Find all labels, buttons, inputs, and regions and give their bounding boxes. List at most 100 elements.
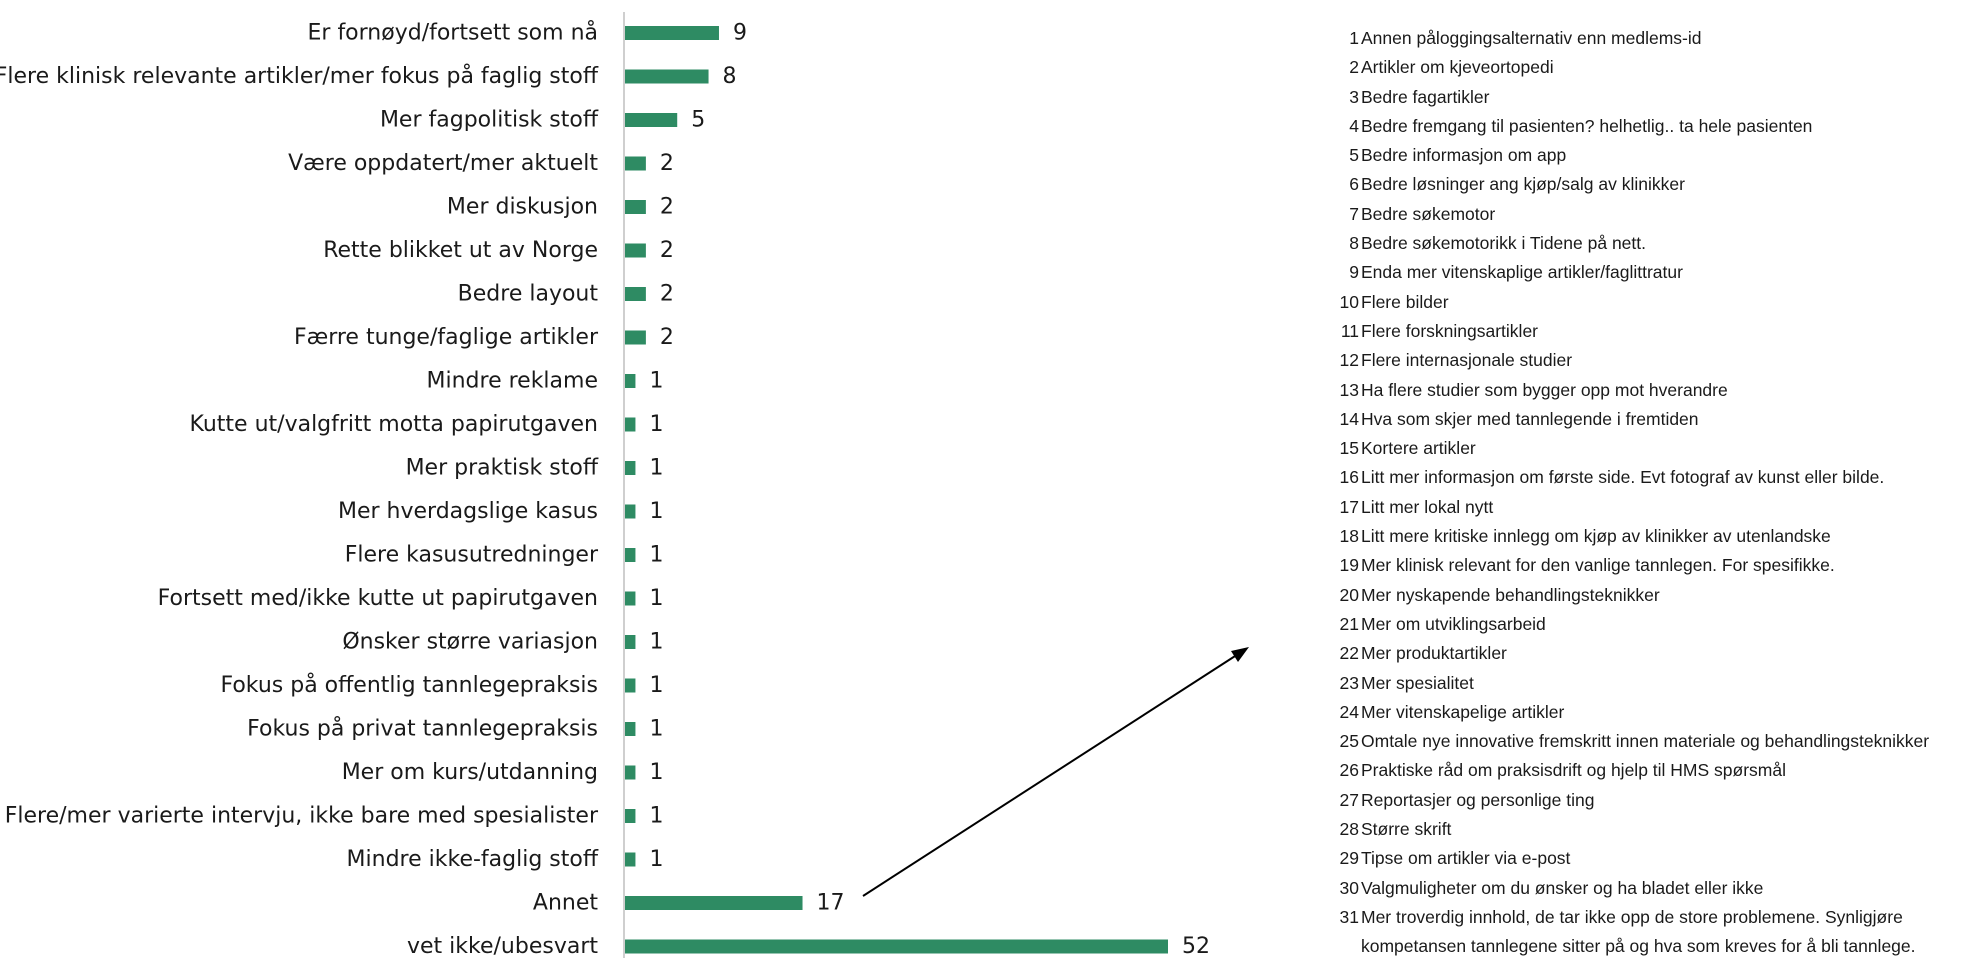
- bar: [625, 765, 636, 780]
- list-item: 2 Artikler om kjeveortopedi: [1336, 53, 1956, 82]
- bar: [625, 200, 646, 214]
- list-item-number: 22: [1339, 643, 1359, 664]
- list-item-text: Mer spesialitet: [1361, 672, 1474, 693]
- bar: [625, 678, 636, 693]
- list-item: 29 Tipse om artikler via e-post: [1336, 844, 1956, 873]
- list-item-text: Mer om utviklingsarbeid: [1361, 613, 1546, 634]
- list-item-number: 4: [1349, 115, 1359, 136]
- list-item-text: Mer troverdig innhold, de tar ikke opp d…: [1361, 906, 1916, 957]
- list-item-number: 11: [1340, 320, 1359, 341]
- list-item-number: 5: [1349, 145, 1359, 166]
- list-item-number: 24: [1339, 701, 1359, 722]
- value-label: 1: [649, 847, 663, 872]
- list-item-number: 16: [1339, 467, 1359, 488]
- value-label: 2: [660, 238, 674, 263]
- list-item-number: 26: [1339, 760, 1359, 781]
- list-item-text: Reportasjer og personlige ting: [1361, 789, 1595, 810]
- list-item-number: 12: [1339, 350, 1359, 371]
- list-item: 31 Mer troverdig innhold, de tar ikke opp…: [1336, 903, 1956, 962]
- list-item-text: Bedre løsninger ang kjøp/salg av klinikk…: [1361, 174, 1685, 195]
- category-label: Fortsett med/ikke kutte ut papirutgaven: [158, 586, 598, 611]
- list-item-number: 30: [1339, 877, 1359, 898]
- list-item-number: 29: [1339, 848, 1359, 869]
- category-label: Rette blikket ut av Norge: [323, 238, 598, 263]
- value-label: 1: [649, 760, 663, 785]
- list-item-text: Flere internasjonale studier: [1361, 350, 1573, 371]
- annet-responses-list: 1 Annen påloggingsalternativ enn medlems-…: [1336, 24, 1956, 962]
- list-item-text: Mer vitenskapelige artikler: [1361, 701, 1565, 722]
- bar-chart: Er fornøyd/fortsett som nå 9 Flere klinisk…: [0, 12, 1249, 959]
- list-item-text: Annen påloggingsalternativ enn medlems-i…: [1361, 28, 1702, 48]
- category-label: Ønsker større variasjon: [342, 630, 598, 655]
- list-item-number: 2: [1349, 57, 1359, 78]
- list-item-number: 28: [1339, 819, 1359, 840]
- list-item-number: 17: [1339, 496, 1359, 517]
- list-item: 11 Flere forskningsartikler: [1336, 317, 1956, 346]
- list-item: 25 Omtale nye innovative fremskritt innen…: [1336, 727, 1956, 756]
- value-label: 5: [691, 108, 705, 133]
- category-label: Er fornøyd/fortsett som nå: [308, 20, 599, 46]
- value-label: 1: [649, 412, 663, 437]
- list-item: 13 Ha flere studier som bygger opp mot hv…: [1336, 376, 1956, 405]
- bar: [625, 330, 646, 345]
- list-item: 17 Litt mer lokal nytt: [1336, 493, 1956, 522]
- list-item-number: 14: [1339, 408, 1359, 429]
- bar: [625, 548, 636, 562]
- list-item-text: Flere bilder: [1361, 291, 1449, 312]
- list-item-number: 3: [1349, 86, 1359, 107]
- category-label: Fokus på offentlig tannlegepraksis: [220, 672, 598, 698]
- list-item: 15 Kortere artikler: [1336, 434, 1956, 463]
- value-label: 1: [649, 499, 663, 524]
- list-item-text: Mer produktartikler: [1361, 643, 1507, 664]
- value-label: 8: [723, 64, 737, 89]
- value-label: 52: [1182, 934, 1210, 959]
- category-label: Mindre ikke-faglig stoff: [347, 847, 599, 872]
- list-item-text: Mer nyskapende behandlingsteknikker: [1361, 584, 1660, 605]
- list-item: 14 Hva som skjer med tannlegende i fremti…: [1336, 405, 1956, 434]
- list-item: 27 Reportasjer og personlige ting: [1336, 786, 1956, 815]
- bar: [625, 417, 636, 432]
- category-label: Mer praktisk stoff: [406, 456, 599, 481]
- list-item: 20 Mer nyskapende behandlingsteknikker: [1336, 581, 1956, 610]
- list-item-text: Artikler om kjeveortopedi: [1361, 57, 1554, 78]
- list-item-text: Enda mer vitenskaplige artikler/faglittr…: [1361, 262, 1683, 283]
- list-item-text: Hva som skjer med tannlegende i fremtide…: [1361, 408, 1699, 429]
- list-item-text: Ha flere studier som bygger opp mot hver…: [1361, 379, 1728, 400]
- list-item-text: Bedre søkemotorikk i Tidene på nett.: [1361, 233, 1646, 254]
- value-label: 1: [649, 586, 663, 611]
- category-label: vet ikke/ubesvart: [407, 934, 598, 959]
- list-item-number: 20: [1339, 584, 1359, 605]
- list-item-text: Litt mere kritiske innlegg om kjøp av kl…: [1361, 526, 1831, 547]
- list-item: 28 Større skrift: [1336, 815, 1956, 844]
- list-item: 12 Flere internasjonale studier: [1336, 346, 1956, 375]
- list-item-number: 18: [1339, 526, 1359, 547]
- list-item-text: Bedre fremgang til pasienten? helhetlig.…: [1361, 115, 1813, 136]
- list-item-text: Praktiske råd om praksisdrift og hjelp t…: [1361, 760, 1786, 781]
- category-label: Være oppdatert/mer aktuelt: [288, 151, 598, 176]
- list-item-number: 9: [1349, 262, 1359, 283]
- annotation-arrow: [862, 648, 1247, 897]
- value-label: 9: [733, 21, 747, 46]
- list-item-number: 25: [1339, 731, 1359, 752]
- list-item: 4 Bedre fremgang til pasienten? helhetlig…: [1336, 112, 1956, 141]
- value-label: 1: [649, 804, 663, 829]
- list-item: 6 Bedre løsninger ang kjøp/salg av klinik…: [1336, 170, 1956, 199]
- list-item-number: 10: [1339, 291, 1359, 312]
- category-label: Flere klinisk relevante artikler/mer fok…: [0, 63, 599, 89]
- list-item-number: 8: [1349, 233, 1359, 254]
- list-item-text: Valgmuligheter om du ønsker og ha bladet…: [1361, 877, 1764, 898]
- list-item: 5 Bedre informasjon om app: [1336, 141, 1956, 170]
- list-item-text: Omtale nye innovative fremskritt innen m…: [1361, 731, 1930, 752]
- bar: [625, 461, 636, 475]
- list-item-number: 6: [1349, 174, 1359, 195]
- list-item-text: Større skrift: [1361, 819, 1452, 840]
- list-item: 18 Litt mere kritiske innlegg om kjøp av …: [1336, 522, 1956, 551]
- list-item: 26 Praktiske råd om praksisdrift og hjelp…: [1336, 756, 1956, 785]
- list-item-text: Bedre fagartikler: [1361, 86, 1490, 107]
- value-label: 17: [817, 891, 845, 916]
- list-item-text: Mer klinisk relevant for den vanlige tan…: [1361, 555, 1835, 576]
- list-item: 3 Bedre fagartikler: [1336, 83, 1956, 112]
- bar: [625, 374, 636, 388]
- list-item-text: Tipse om artikler via e-post: [1361, 848, 1571, 869]
- bar: [625, 156, 646, 171]
